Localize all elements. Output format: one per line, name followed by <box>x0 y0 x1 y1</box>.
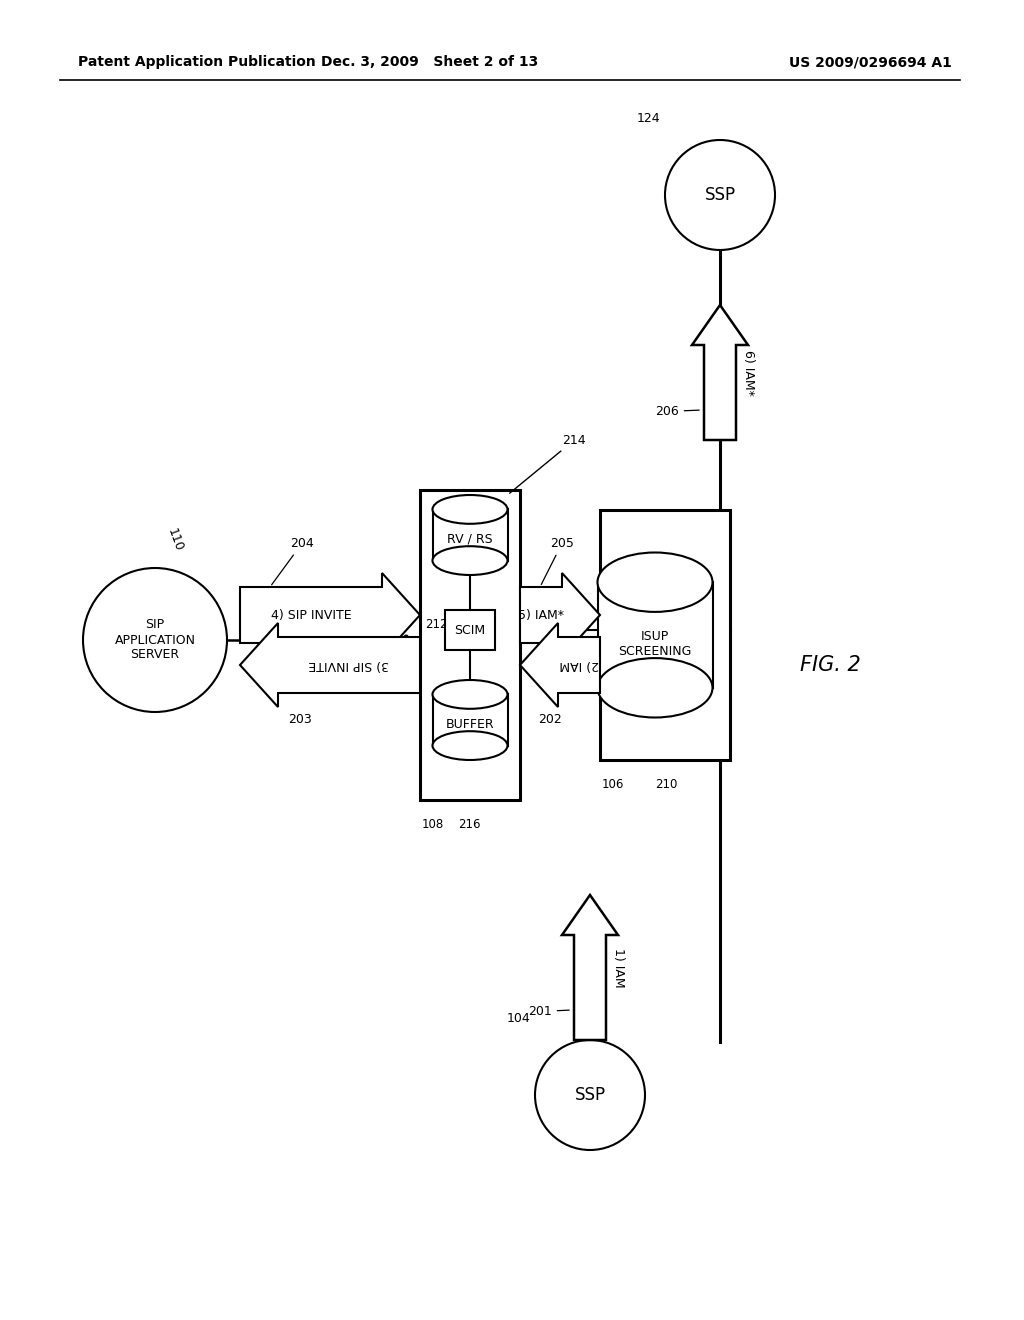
Text: 110: 110 <box>165 527 185 553</box>
Text: 2) IAM: 2) IAM <box>559 659 599 672</box>
Text: Patent Application Publication: Patent Application Publication <box>78 55 315 69</box>
Text: SCS: SCS <box>398 631 412 659</box>
Text: SIP
APPLICATION
SERVER: SIP APPLICATION SERVER <box>115 619 196 661</box>
Bar <box>597 582 713 688</box>
Ellipse shape <box>432 731 508 760</box>
Ellipse shape <box>597 659 713 718</box>
Polygon shape <box>520 623 600 708</box>
Polygon shape <box>240 573 420 657</box>
Text: 205: 205 <box>542 537 573 585</box>
Bar <box>432 694 508 746</box>
Bar <box>445 610 495 649</box>
Text: ISUP
SCREENING: ISUP SCREENING <box>618 630 691 657</box>
Text: 6) IAM*: 6) IAM* <box>742 350 755 396</box>
Circle shape <box>83 568 227 711</box>
Bar <box>432 510 508 561</box>
Text: 108: 108 <box>422 818 444 832</box>
Bar <box>600 510 730 760</box>
Text: 214: 214 <box>510 433 586 494</box>
Text: 206: 206 <box>655 405 699 418</box>
Text: SCIM: SCIM <box>455 623 485 636</box>
Text: 104: 104 <box>506 1012 530 1026</box>
Text: RV / RS: RV / RS <box>447 533 493 546</box>
Text: FIG. 2: FIG. 2 <box>800 655 861 675</box>
Ellipse shape <box>432 546 508 576</box>
Text: 201: 201 <box>528 1005 569 1018</box>
Circle shape <box>535 1040 645 1150</box>
Text: US 2009/0296694 A1: US 2009/0296694 A1 <box>788 55 951 69</box>
Text: 202: 202 <box>539 713 562 726</box>
Text: 4) SIP INVITE: 4) SIP INVITE <box>270 609 351 622</box>
Ellipse shape <box>432 495 508 524</box>
Text: 106: 106 <box>602 777 625 791</box>
Text: 1) IAM: 1) IAM <box>612 948 625 987</box>
Polygon shape <box>520 573 600 657</box>
Ellipse shape <box>432 680 508 709</box>
Text: 3) SIP INVITE: 3) SIP INVITE <box>308 659 389 672</box>
Text: 216: 216 <box>458 818 480 832</box>
Bar <box>420 490 520 800</box>
Polygon shape <box>562 895 618 1040</box>
Text: BUFFER: BUFFER <box>445 718 495 731</box>
Polygon shape <box>240 623 420 708</box>
Text: 204: 204 <box>271 537 313 585</box>
Text: 210: 210 <box>655 777 677 791</box>
Text: SSP: SSP <box>574 1086 605 1104</box>
Circle shape <box>665 140 775 249</box>
Text: 203: 203 <box>288 713 312 726</box>
Text: 124: 124 <box>636 112 660 125</box>
Text: Dec. 3, 2009   Sheet 2 of 13: Dec. 3, 2009 Sheet 2 of 13 <box>322 55 539 69</box>
Polygon shape <box>692 305 748 440</box>
Text: SSP: SSP <box>705 186 735 205</box>
Ellipse shape <box>597 553 713 612</box>
Text: 5) IAM*: 5) IAM* <box>518 609 564 622</box>
Text: 212: 212 <box>425 619 447 631</box>
